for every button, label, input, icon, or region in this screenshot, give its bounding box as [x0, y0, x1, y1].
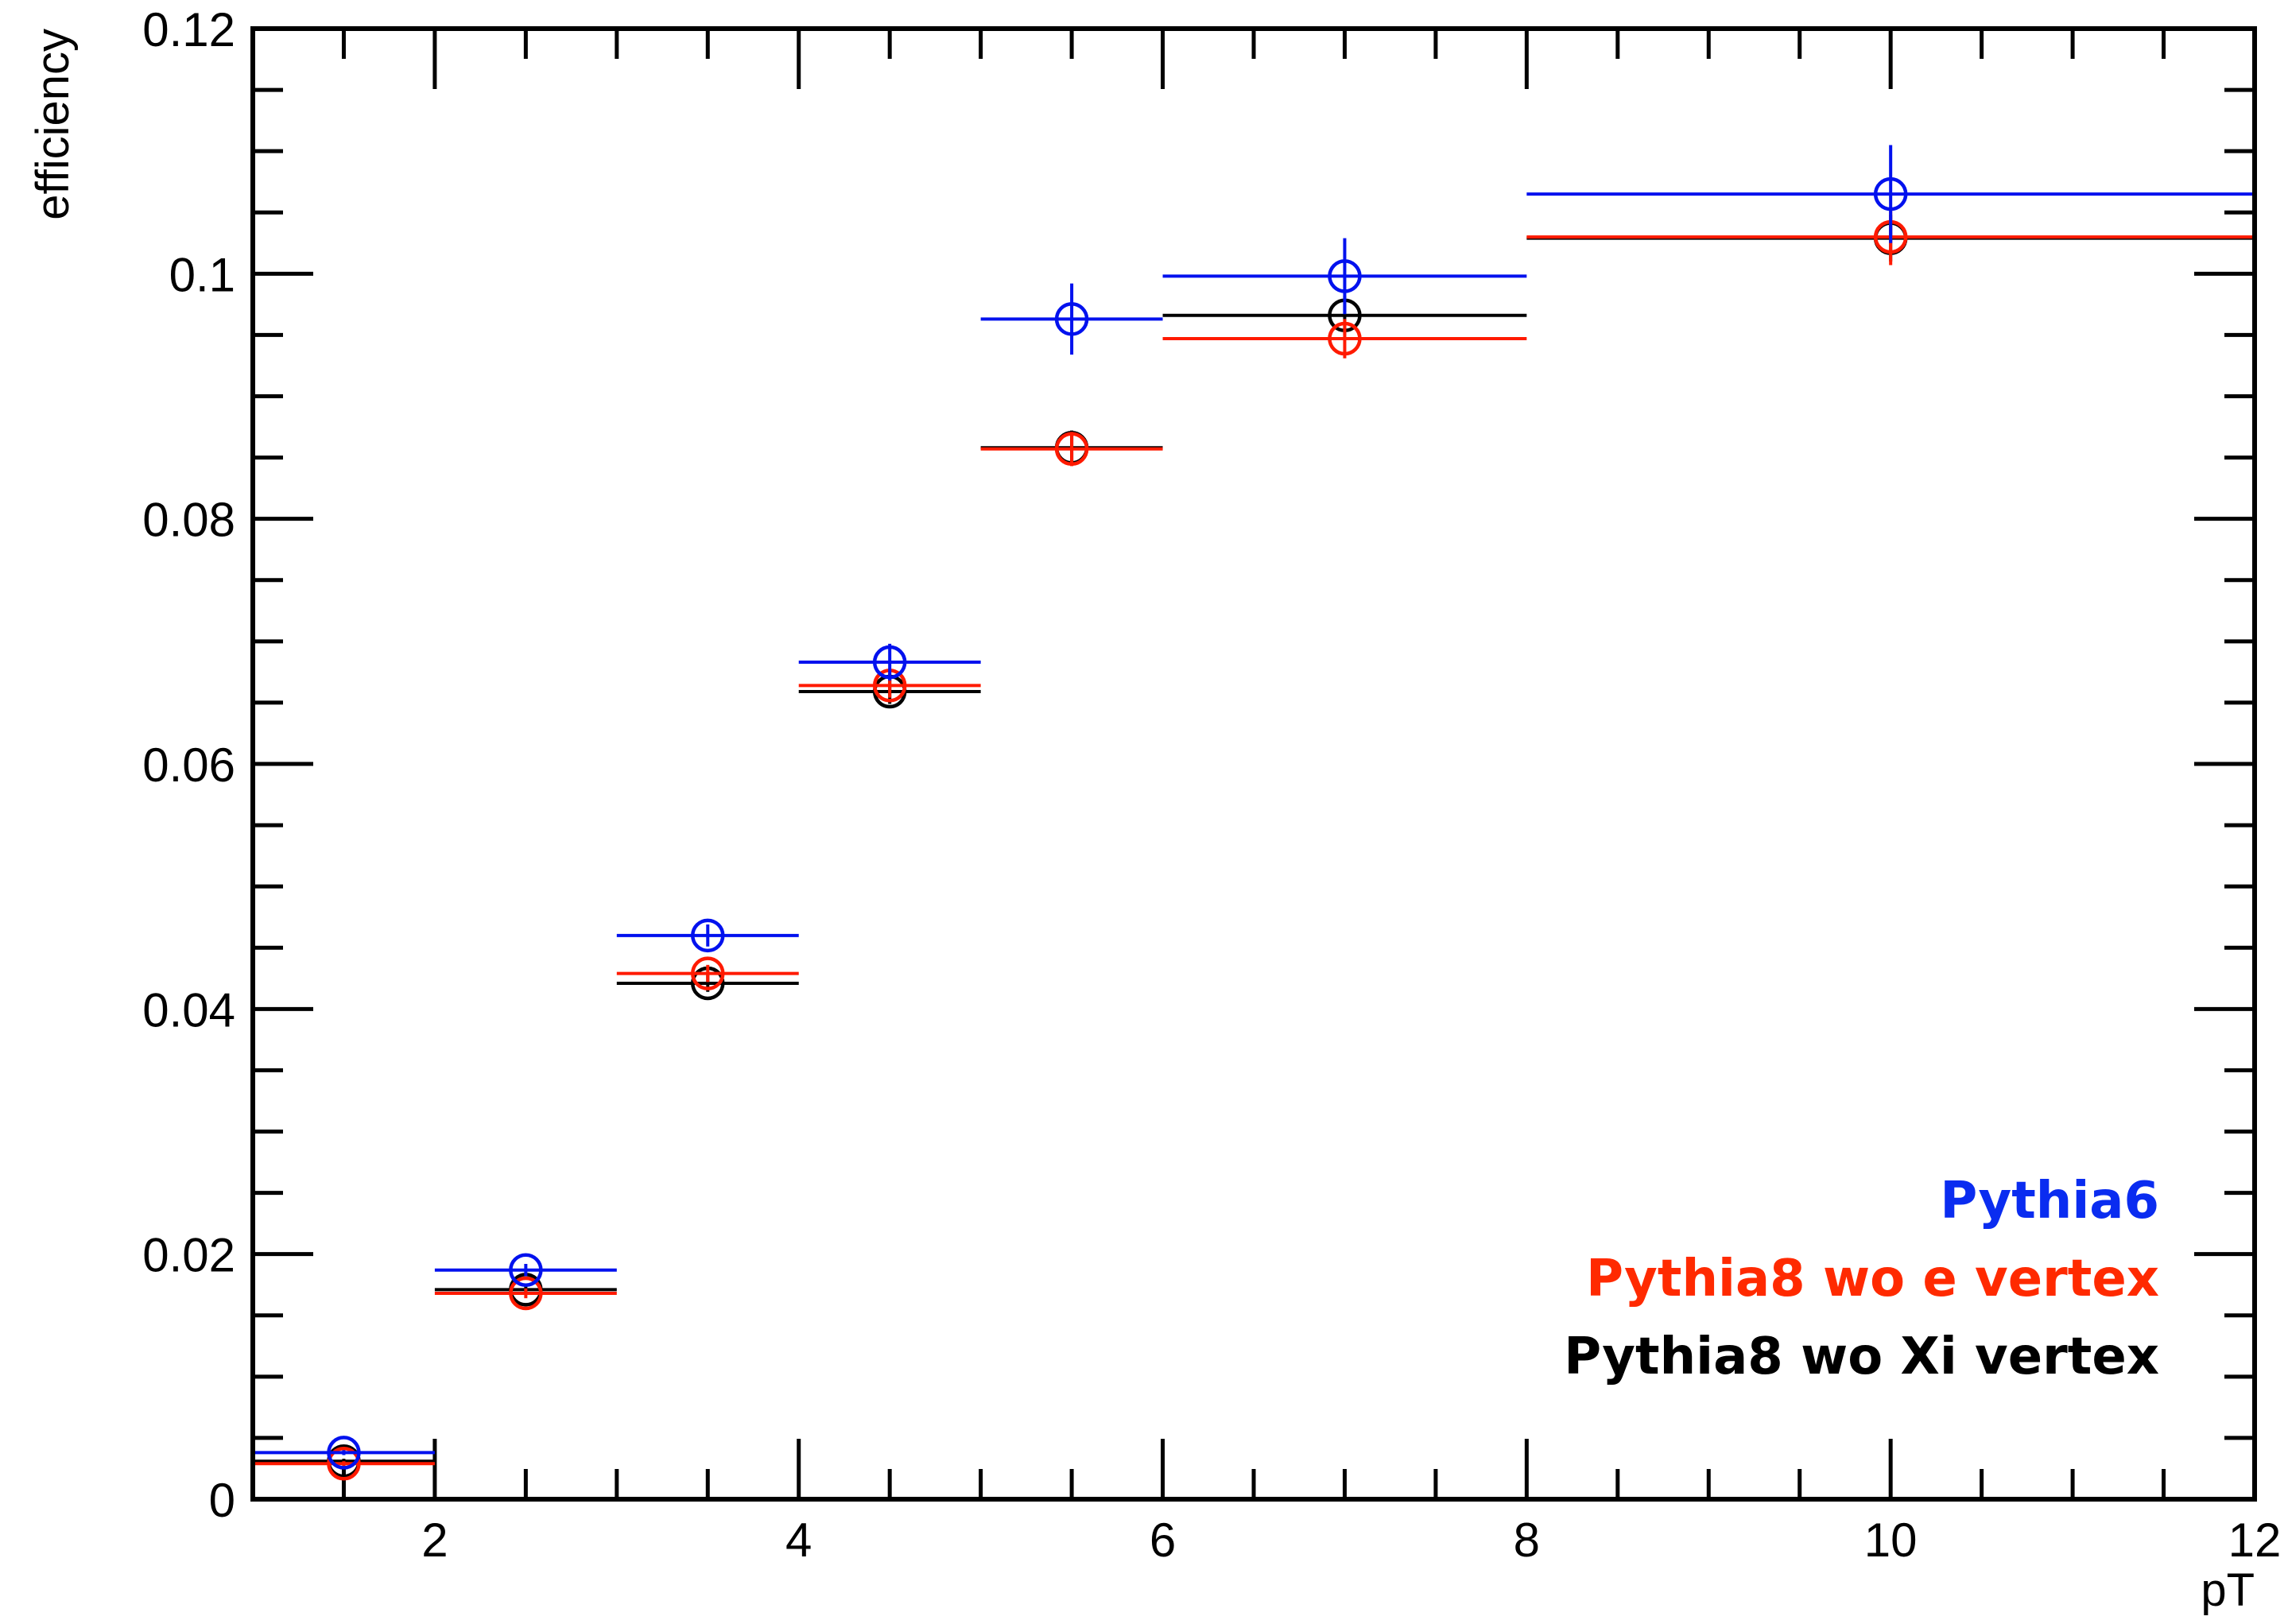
data-point-marker — [691, 956, 725, 990]
x-tick-label: 10 — [1864, 1514, 1918, 1567]
y-tick-label: 0.02 — [142, 1229, 235, 1282]
plot-frame — [250, 26, 2257, 1502]
y-tick-label: 0.04 — [142, 983, 235, 1037]
x-tick-label: 6 — [1150, 1514, 1176, 1567]
y-tick-label: 0.12 — [142, 3, 235, 56]
y-tick-label: 0.1 — [169, 248, 235, 301]
y-tick-label: 0.06 — [142, 738, 235, 792]
legend-entry: Pythia6 — [1940, 1172, 2159, 1231]
data-point-marker — [327, 1436, 361, 1470]
legend: Pythia6 Pythia8 wo e vertex Pythia8 wo Xi … — [1564, 1172, 2159, 1386]
data-point-marker — [1054, 432, 1089, 467]
x-tick-label: 8 — [1514, 1514, 1540, 1567]
data-point-marker — [1328, 321, 1362, 356]
data-point-marker — [509, 1276, 543, 1311]
y-tick-label: 0.08 — [142, 494, 235, 547]
data-point-marker — [872, 645, 907, 680]
legend-entry: Pythia8 wo e vertex — [1586, 1250, 2159, 1308]
data-point-marker — [509, 1253, 543, 1287]
x-axis-label: pT — [2201, 1564, 2255, 1616]
y-axis-label: efficiency — [27, 29, 79, 220]
x-tick-label: 12 — [2228, 1514, 2282, 1567]
series-pythia6 — [253, 145, 2255, 1470]
data-point-marker — [327, 1447, 361, 1481]
x-tick-label: 2 — [421, 1514, 448, 1567]
y-tick-label: 0 — [209, 1474, 235, 1527]
legend-entry: Pythia8 wo Xi vertex — [1564, 1327, 2159, 1386]
data-point-marker — [1328, 259, 1362, 293]
data-point-marker — [1873, 176, 1908, 211]
tick-labels: 2 4 6 8 10 12 0 0.02 0.04 0.06 0.08 0.1 0.12 — [142, 3, 2281, 1567]
data-point-marker — [1054, 302, 1089, 336]
x-tick-label: 4 — [785, 1514, 812, 1567]
data-point-marker — [691, 918, 725, 953]
data-series — [253, 145, 2255, 1481]
